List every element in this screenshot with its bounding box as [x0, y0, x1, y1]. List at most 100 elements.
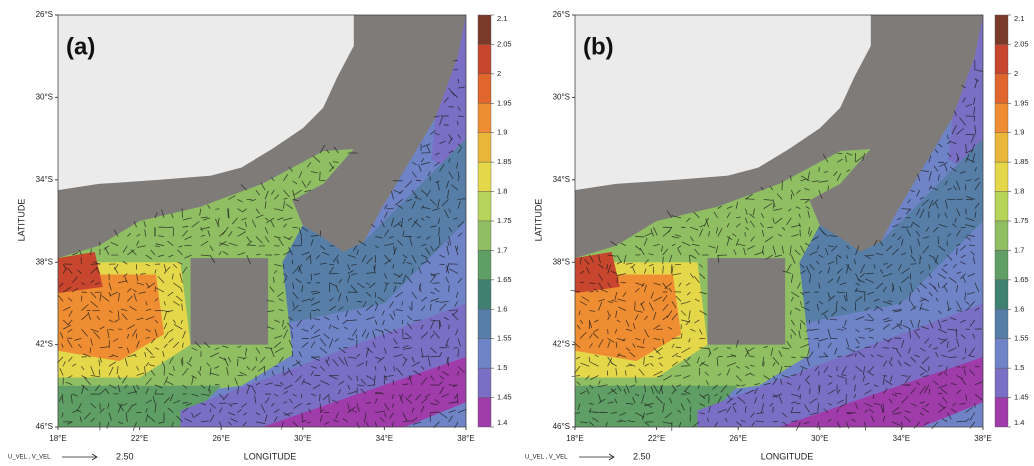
velocity-vector: [653, 338, 661, 341]
velocity-vector: [105, 388, 110, 395]
velocity-vector: [132, 328, 137, 337]
velocity-vector: [786, 264, 792, 273]
velocity-vector: [99, 346, 110, 349]
velocity-vector: [77, 269, 82, 274]
velocity-vector: [161, 209, 165, 219]
velocity-vector: [415, 179, 422, 182]
velocity-vector: [873, 264, 876, 269]
velocity-vector: [430, 411, 440, 413]
velocity-vector: [715, 227, 719, 234]
lon-tick-label: 34°E: [893, 434, 910, 443]
velocity-vector: [798, 330, 801, 339]
velocity-vector: [855, 245, 860, 256]
velocity-vector: [94, 291, 100, 294]
velocity-vector: [342, 319, 348, 325]
velocity-vector: [846, 245, 850, 250]
velocity-vector: [921, 356, 930, 365]
velocity-vector: [347, 384, 351, 390]
velocity-vector: [944, 212, 948, 219]
velocity-vector: [420, 260, 428, 265]
velocity-vector: [320, 179, 326, 182]
velocity-vector: [905, 208, 911, 215]
velocity-vector: [901, 267, 910, 274]
velocity-vector: [448, 324, 450, 330]
velocity-vector: [310, 341, 316, 348]
velocity-vector: [616, 276, 619, 283]
velocity-vector: [690, 328, 696, 332]
velocity-vector: [331, 325, 339, 330]
velocity-vector: [448, 208, 451, 213]
velocity-vector: [836, 275, 841, 283]
velocity-vector: [390, 217, 394, 227]
velocity-vector: [288, 247, 293, 256]
velocity-vector: [90, 417, 95, 423]
velocity-vector: [588, 333, 593, 339]
velocity-vector: [406, 261, 413, 265]
velocity-vector: [726, 397, 734, 404]
velocity-vector: [818, 301, 823, 305]
velocity-vector: [334, 338, 339, 343]
velocity-vector: [182, 230, 188, 237]
velocity-vector: [448, 134, 453, 141]
velocity-vector: [892, 323, 901, 330]
velocity-vector: [310, 393, 316, 396]
velocity-vector: [800, 263, 805, 268]
velocity-vector: [643, 268, 647, 274]
velocity-vector: [457, 348, 460, 358]
velocity-vector: [786, 382, 792, 386]
velocity-vector: [237, 231, 246, 237]
velocity-vector: [800, 291, 805, 296]
velocity-vector: [329, 375, 338, 380]
velocity-vector: [393, 245, 396, 254]
velocity-vector: [438, 366, 440, 371]
velocity-vector: [910, 282, 913, 293]
velocity-vector: [795, 206, 801, 210]
velocity-vector: [457, 86, 465, 89]
lat-tick-label: 34°S: [553, 175, 570, 184]
velocity-vector: [393, 328, 398, 334]
velocity-vector: [940, 388, 948, 395]
velocity-vector: [312, 384, 321, 389]
velocity-vector: [732, 233, 737, 237]
velocity-vector: [761, 229, 765, 237]
x-axis-label: LONGITUDE: [244, 451, 297, 461]
velocity-vector: [928, 254, 936, 259]
velocity-vector: [950, 408, 957, 413]
colorbar-label: 2.1: [1014, 14, 1024, 23]
velocity-vector: [450, 91, 459, 98]
velocity-vector: [402, 254, 408, 259]
velocity-vector: [791, 401, 797, 404]
velocity-vector: [215, 218, 220, 228]
velocity-vector: [919, 412, 924, 416]
velocity-vector: [937, 328, 947, 334]
velocity-vector: [194, 412, 202, 418]
velocity-vector: [892, 412, 902, 415]
velocity-vector: [457, 198, 466, 200]
velocity-vector: [947, 254, 953, 261]
velocity-vector: [579, 331, 587, 339]
velocity-vector: [283, 189, 290, 198]
velocity-vector: [891, 282, 895, 291]
velocity-vector: [671, 352, 679, 358]
velocity-vector: [846, 152, 853, 156]
velocity-vector: [809, 412, 819, 416]
velocity-vector: [778, 395, 783, 404]
velocity-vector: [579, 390, 586, 395]
velocity-vector: [574, 412, 581, 414]
velocity-vector: [867, 254, 874, 257]
velocity-vector: [264, 414, 268, 422]
velocity-vector: [150, 338, 156, 344]
velocity-vector: [287, 322, 293, 330]
velocity-vector: [394, 199, 403, 206]
velocity-vector: [329, 263, 335, 266]
velocity-vector: [246, 254, 251, 265]
velocity-vector: [240, 184, 247, 191]
velocity-vector: [816, 260, 820, 265]
velocity-vector: [391, 190, 394, 200]
velocity-vector: [937, 273, 946, 279]
velocity-vector: [191, 393, 199, 397]
velocity-vector: [108, 291, 112, 297]
velocity-vector: [430, 319, 439, 322]
velocity-vector: [632, 266, 636, 274]
velocity-vector: [338, 279, 343, 284]
